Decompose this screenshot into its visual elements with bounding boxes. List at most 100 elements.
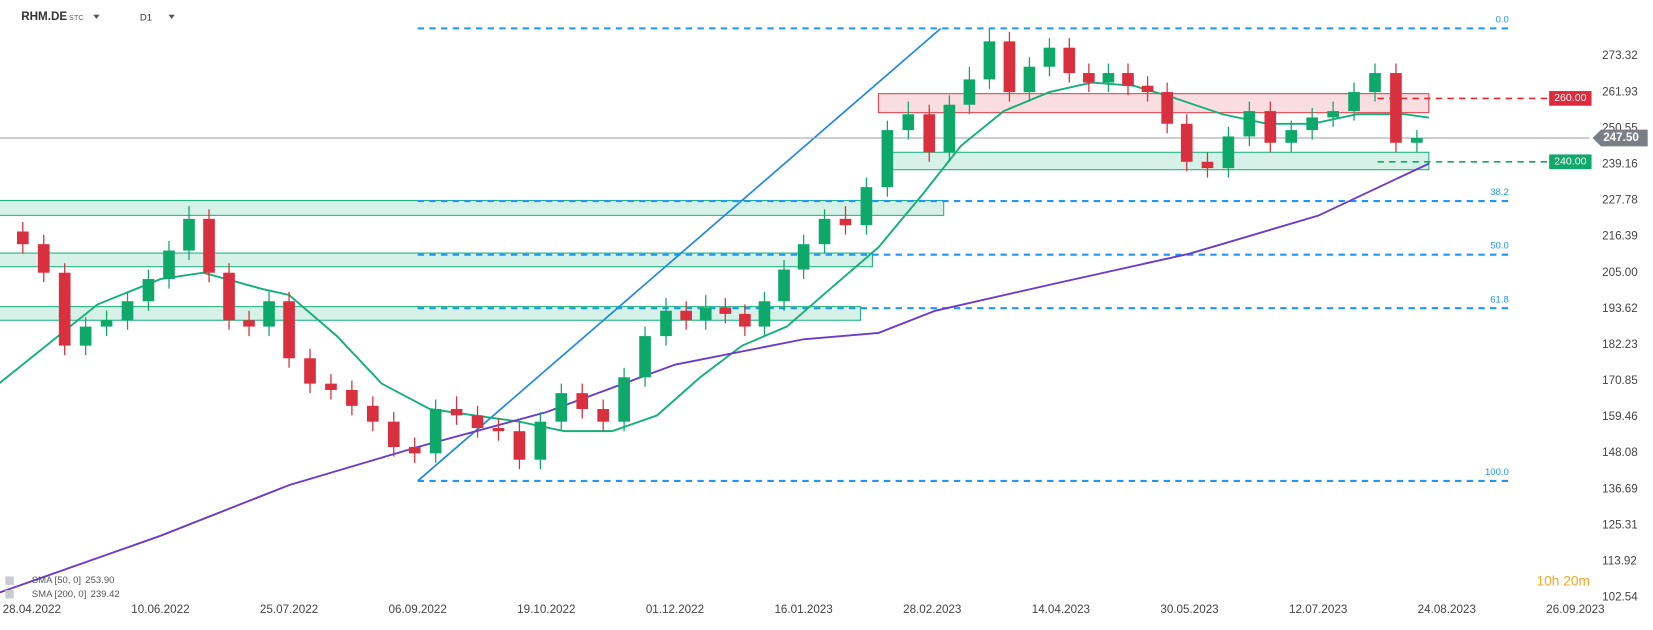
candle-body (325, 383, 337, 390)
x-tick-label: 25.07.2022 (260, 603, 318, 616)
legend-icon (5, 576, 14, 585)
fib-label: 38.2 (1490, 187, 1509, 198)
legend-name: SMA [200, 0] (32, 589, 87, 600)
candle-body (1063, 47, 1076, 74)
symbol[interactable]: RHM.DE (21, 10, 67, 23)
candle-body (1083, 73, 1095, 83)
candle-body (1161, 92, 1173, 124)
candle-body (881, 130, 894, 188)
candle-body (860, 187, 873, 226)
candle-body (1102, 73, 1115, 83)
candle-body (1348, 92, 1360, 112)
y-tick-label: 205.00 (1602, 266, 1638, 279)
candle-body (79, 326, 92, 346)
candle-body (1003, 41, 1016, 93)
x-tick-label: 12.07.2023 (1289, 603, 1347, 616)
candle-body (818, 218, 831, 245)
candle-body (719, 307, 732, 314)
x-tick-label: 30.05.2023 (1160, 603, 1218, 616)
candle-body (37, 244, 50, 273)
candle-body (1141, 85, 1154, 93)
candle-body (1285, 130, 1298, 143)
level-tag (1549, 154, 1592, 170)
candle-body (1043, 47, 1056, 67)
candle-body (1122, 73, 1134, 86)
candle-body (142, 279, 155, 302)
x-tick-label: 14.04.2023 (1032, 603, 1090, 616)
y-tick-label: 102.54 (1602, 591, 1638, 604)
x-tick-label: 01.12.2022 (646, 603, 704, 616)
candle-body (1264, 111, 1277, 143)
candle-body (1369, 73, 1381, 93)
x-tick-label: 28.04.2022 (3, 603, 61, 616)
candle-body (555, 393, 568, 422)
symbol-tag: STC (69, 13, 84, 22)
candle-body (387, 421, 400, 448)
x-tick-label: 16.01.2023 (774, 603, 832, 616)
dropdown-icon[interactable] (168, 14, 175, 19)
candle-body (660, 310, 672, 337)
candle-body (1201, 161, 1214, 169)
candle-body (1390, 73, 1402, 143)
candle-body (963, 79, 976, 105)
legend-value: 239.42 (91, 589, 120, 600)
interval[interactable]: D1 (140, 12, 152, 23)
candle-body (943, 104, 956, 153)
candle-body (618, 377, 630, 422)
y-tick-label: 193.62 (1602, 302, 1638, 315)
candle-body (203, 218, 215, 273)
candle-body (429, 408, 442, 454)
candle-body (1243, 111, 1256, 137)
x-tick-label: 24.08.2023 (1418, 603, 1476, 616)
fib-label: 0.0 (1496, 14, 1509, 25)
candle-body (263, 301, 275, 327)
zone (0, 199, 945, 216)
candle-body (100, 320, 113, 327)
candle-body (699, 307, 712, 321)
candle-body (471, 415, 484, 429)
candle-body (923, 114, 936, 153)
legend-value: 253.90 (85, 575, 114, 586)
candle-body (1023, 66, 1036, 93)
candle-body (121, 301, 134, 321)
candle-body (1222, 136, 1235, 169)
candle-body (183, 218, 195, 251)
level-tag (1549, 91, 1592, 106)
candle-body (408, 447, 421, 454)
candle-body (576, 393, 589, 409)
zone (883, 151, 1430, 171)
fib-label: 50.0 (1490, 241, 1509, 252)
candle-body (739, 313, 751, 327)
candle-body (16, 231, 29, 245)
y-tick-label: 170.85 (1602, 374, 1638, 387)
y-tick-label: 227.78 (1602, 194, 1638, 207)
x-tick-label: 06.09.2022 (389, 603, 447, 616)
x-tick-label: 26.09.2023 (1546, 603, 1604, 616)
level-label: 260.00 (1554, 92, 1587, 104)
y-tick-label: 216.39 (1602, 230, 1638, 243)
y-tick-label: 159.46 (1602, 410, 1638, 423)
zone (0, 306, 861, 321)
y-tick-label: 136.69 (1602, 482, 1638, 495)
candle-body (243, 320, 255, 327)
candle-body (1180, 123, 1193, 162)
y-tick-label: 182.23 (1602, 338, 1638, 351)
candle-body (366, 405, 379, 422)
sma-line (0, 81, 1430, 433)
x-tick-label: 28.02.2023 (903, 603, 961, 616)
y-tick-label: 261.93 (1602, 85, 1638, 98)
candle-body (639, 336, 651, 378)
dropdown-icon[interactable] (93, 14, 100, 19)
candle-body (304, 358, 316, 384)
legend-icon (5, 590, 14, 599)
candle-body (983, 41, 996, 80)
zone (0, 252, 873, 268)
candle-body (597, 408, 610, 422)
candle-body (492, 428, 505, 432)
candle-body (534, 421, 547, 460)
x-tick-label: 10.06.2022 (131, 603, 189, 616)
legend-name: SMA [50, 0] (32, 575, 81, 586)
candle-body (680, 310, 692, 321)
